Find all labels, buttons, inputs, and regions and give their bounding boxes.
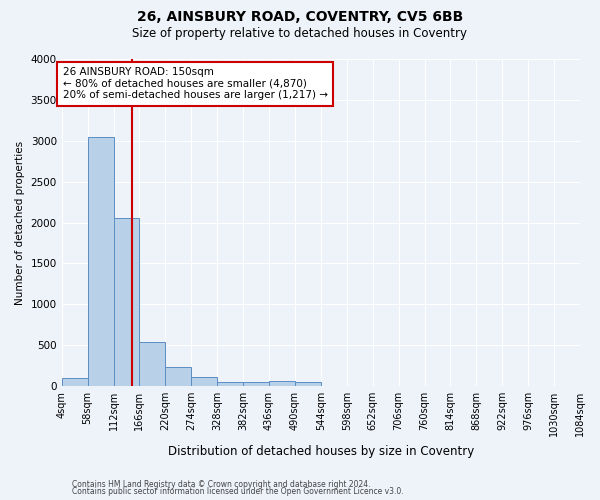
Bar (295, 382, 321, 386)
Text: 26, AINSBURY ROAD, COVENTRY, CV5 6BB: 26, AINSBURY ROAD, COVENTRY, CV5 6BB (137, 10, 463, 24)
Y-axis label: Number of detached properties: Number of detached properties (15, 140, 25, 304)
Bar (217, 382, 243, 386)
Text: Size of property relative to detached houses in Coventry: Size of property relative to detached ho… (133, 28, 467, 40)
Text: Contains public sector information licensed under the Open Government Licence v3: Contains public sector information licen… (72, 487, 404, 496)
Text: 26 AINSBURY ROAD: 150sqm
← 80% of detached houses are smaller (4,870)
20% of sem: 26 AINSBURY ROAD: 150sqm ← 80% of detach… (62, 67, 328, 100)
Bar (166, 367, 191, 386)
X-axis label: Distribution of detached houses by size in Coventry: Distribution of detached houses by size … (168, 444, 474, 458)
Bar (243, 382, 269, 386)
Bar (113, 218, 139, 386)
Bar (139, 342, 166, 386)
Bar (62, 378, 88, 386)
Bar (88, 136, 113, 386)
Bar (269, 381, 295, 386)
Text: Contains HM Land Registry data © Crown copyright and database right 2024.: Contains HM Land Registry data © Crown c… (72, 480, 371, 489)
Bar (191, 377, 217, 386)
